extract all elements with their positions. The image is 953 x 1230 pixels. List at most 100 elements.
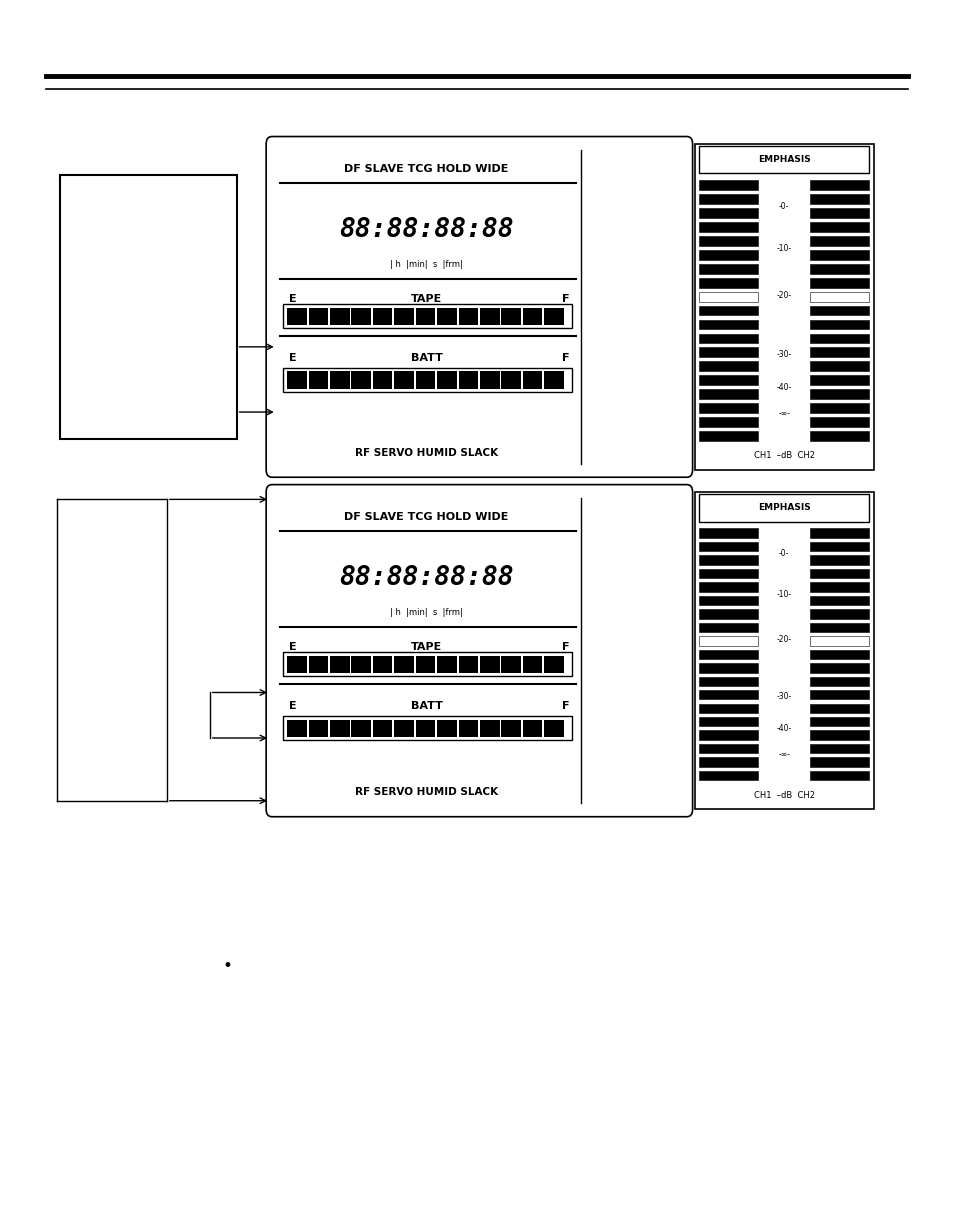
Text: CH1  –dB  CH2: CH1 –dB CH2 [753,451,814,460]
Bar [458,720,477,737]
Bar [416,308,435,325]
Bar [699,250,758,260]
Bar [699,417,758,427]
Text: •: • [222,957,232,974]
Text: F: F [561,642,569,652]
Bar [308,371,328,389]
Bar [479,308,499,325]
Bar [699,622,758,632]
Bar [308,720,328,737]
Bar [809,306,868,315]
Bar [809,362,868,371]
Text: E: E [289,642,296,652]
Bar [809,223,868,232]
Bar [330,656,349,673]
Text: -20-: -20- [776,635,791,645]
Bar [699,595,758,605]
Bar [436,720,456,737]
Bar [544,371,563,389]
Text: DF SLAVE TCG HOLD WIDE: DF SLAVE TCG HOLD WIDE [344,512,508,522]
Text: EMPHASIS: EMPHASIS [757,155,810,165]
Text: -10-: -10- [776,244,791,253]
Text: -30-: -30- [776,349,791,359]
Bar [699,649,758,659]
Bar [544,656,563,673]
Bar [809,347,868,357]
Bar [699,758,758,766]
Bar [416,371,435,389]
Bar [394,371,414,389]
Text: F: F [561,294,569,304]
Bar [699,347,758,357]
Bar [809,320,868,330]
Bar [416,720,435,737]
Bar [699,389,758,399]
Text: TAPE: TAPE [411,642,441,652]
Bar [699,704,758,713]
Bar [699,542,758,551]
Bar [501,371,520,389]
Bar [809,582,868,592]
Bar [809,663,868,673]
Bar [699,568,758,578]
Bar [809,375,868,385]
Bar [699,731,758,740]
Text: E: E [289,294,296,304]
Bar [809,194,868,204]
Bar [809,529,868,538]
Bar [416,656,435,673]
Text: -40-: -40- [776,724,791,733]
Bar [809,609,868,619]
Bar [699,430,758,440]
Bar [458,656,477,673]
Bar [809,250,868,260]
Bar [809,417,868,427]
Bar [544,720,563,737]
Bar [809,649,868,659]
Bar [699,223,758,232]
Bar [699,264,758,274]
Bar [522,656,542,673]
Bar [479,371,499,389]
Bar [699,362,758,371]
Text: 88:88:88:88: 88:88:88:88 [339,216,514,244]
Bar [283,304,571,328]
Bar [308,308,328,325]
Bar [330,371,349,389]
Bar [373,720,392,737]
Bar [809,744,868,753]
Bar [287,371,306,389]
Bar [699,194,758,204]
Bar [694,144,873,470]
Text: EMPHASIS: EMPHASIS [757,503,810,513]
Text: -0-: -0- [779,549,788,557]
Text: -30-: -30- [776,692,791,701]
Bar [522,371,542,389]
Text: -∞-: -∞- [778,410,789,418]
Text: -0-: -0- [779,202,788,210]
Text: E: E [289,353,296,363]
Bar [699,582,758,592]
Text: BATT: BATT [410,701,442,711]
Bar [330,720,349,737]
Bar [809,568,868,578]
Bar [436,308,456,325]
Bar [809,208,868,218]
Bar [351,308,371,325]
Text: DF SLAVE TCG HOLD WIDE: DF SLAVE TCG HOLD WIDE [344,164,508,173]
Bar [699,494,868,522]
Bar [373,656,392,673]
Bar [283,716,571,740]
Bar [809,292,868,301]
Bar [699,278,758,288]
Bar [699,663,758,673]
Bar [699,609,758,619]
Text: | h  |min|  s  |frm|: | h |min| s |frm| [390,260,462,269]
Bar [699,556,758,565]
Bar [308,656,328,673]
Bar [436,371,456,389]
Bar [699,236,758,246]
Bar [501,656,520,673]
Bar [458,308,477,325]
Bar [699,717,758,727]
